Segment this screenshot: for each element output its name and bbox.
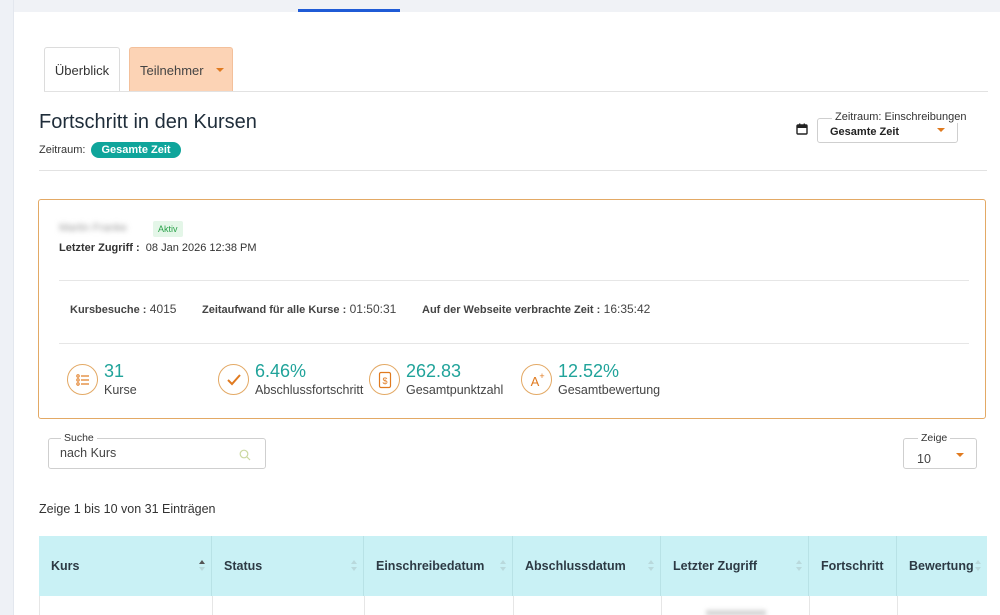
sort-icon <box>796 560 802 571</box>
table-header: Kurs Status Einschreibedatum Abschlussda… <box>39 536 987 596</box>
chevron-down-icon <box>215 68 224 72</box>
grade-a-plus-icon: A + <box>521 364 552 395</box>
column-header-label: Status <box>224 559 263 573</box>
page-size-value: 10 <box>917 452 931 466</box>
metric-total-grade-label: Gesamtbewertung <box>558 383 661 397</box>
last-access: Letzter Zugriff : 08 Jan 2026 12:38 PM <box>59 242 257 254</box>
column-header-course[interactable]: Kurs <box>39 536 212 596</box>
metric-courses-value: 31 <box>104 361 125 381</box>
tab-overview-label: Überblick <box>54 62 110 78</box>
table-cell <box>40 596 213 615</box>
column-header-label: Letzter Zugriff <box>673 559 758 573</box>
metric-courses: 31 Kurse <box>67 360 137 398</box>
tabs-divider <box>44 91 988 92</box>
chevron-down-icon <box>956 453 964 457</box>
course-visits-stat: Kursbesuche : 4015 <box>70 302 176 316</box>
course-visits-value: 4015 <box>149 302 177 316</box>
period-enrollment-select[interactable]: Zeitraum: Einschreibungen Gesamte Zeit <box>817 111 970 143</box>
sort-icon <box>351 560 357 571</box>
tab-participants[interactable]: Teilnehmer <box>129 47 233 92</box>
table-cell <box>213 596 365 615</box>
table-cell <box>898 596 987 615</box>
header-divider <box>39 170 987 171</box>
column-header-grade[interactable]: Bewertung <box>897 536 987 596</box>
card-divider <box>59 280 969 281</box>
website-time-label: Auf der Webseite verbrachte Zeit : <box>422 304 601 316</box>
active-nav-indicator <box>298 9 400 12</box>
course-visits-label: Kursbesuche : <box>70 304 147 316</box>
column-header-completion-date[interactable]: Abschlussdatum <box>513 536 661 596</box>
column-header-status[interactable]: Status <box>212 536 364 596</box>
search-legend: Suche <box>61 432 97 444</box>
checkmark-icon <box>218 364 249 395</box>
period-select-value: Gesamte Zeit <box>830 126 900 138</box>
course-time-label: Zeitaufwand für alle Kurse : <box>202 304 347 316</box>
metric-total-score-value: 262.83 <box>406 361 462 381</box>
search-icon[interactable] <box>239 449 251 461</box>
calendar-icon[interactable] <box>796 123 808 135</box>
table-cell <box>662 596 810 615</box>
column-header-enrollment-date[interactable]: Einschreibedatum <box>364 536 513 596</box>
period-badge: Gesamte Zeit <box>91 142 181 158</box>
column-header-label: Abschlussdatum <box>525 559 626 573</box>
sort-icon <box>648 560 654 571</box>
status-badge: Aktiv <box>153 221 183 237</box>
metric-total-grade: A + 12.52% Gesamtbewertung <box>521 360 660 398</box>
score-document-icon: $ <box>369 364 400 395</box>
sort-icon <box>975 560 981 571</box>
metric-total-grade-value: 12.52% <box>558 361 620 381</box>
svg-text:+: + <box>539 371 544 381</box>
tab-participants-label: Teilnehmer <box>140 62 204 78</box>
website-time-stat: Auf der Webseite verbrachte Zeit : 16:35… <box>422 302 650 316</box>
page-size-legend: Zeige <box>918 432 951 444</box>
metric-completion: 6.46% Abschlussfortschritt <box>218 360 363 398</box>
truncated-row-text <box>706 610 766 615</box>
view-tabs: Überblick Teilnehmer <box>44 47 242 92</box>
period-summary-label: Zeitraum: <box>39 144 86 156</box>
metric-completion-value: 6.46% <box>255 361 307 381</box>
website-time-value: 16:35:42 <box>603 302 651 316</box>
column-header-label: Kurs <box>51 559 80 573</box>
metric-total-score: $ 262.83 Gesamtpunktzahl <box>369 360 503 398</box>
sort-ascending-icon <box>199 560 205 571</box>
column-header-label: Bewertung <box>909 559 974 573</box>
left-sidebar-rail <box>0 0 14 615</box>
table-row <box>39 596 987 615</box>
entries-info: Zeige 1 bis 10 von 31 Einträgen <box>39 502 216 516</box>
column-header-last-access[interactable]: Letzter Zugriff <box>661 536 809 596</box>
metric-total-score-label: Gesamtpunktzahl <box>406 383 504 397</box>
chevron-down-icon <box>937 128 945 132</box>
page-title: Fortschritt in den Kursen <box>39 111 257 133</box>
user-name: Martin Franke <box>59 222 127 234</box>
column-header-progress[interactable]: Fortschritt <box>809 536 897 596</box>
column-header-label: Einschreibedatum <box>376 559 485 573</box>
course-list-icon <box>67 364 98 395</box>
top-navigation-bar <box>14 0 1000 12</box>
course-search: Suche <box>48 432 266 469</box>
last-access-label: Letzter Zugriff : <box>59 242 140 254</box>
table-cell <box>810 596 898 615</box>
svg-text:A: A <box>530 374 539 389</box>
svg-text:$: $ <box>382 376 387 386</box>
search-input[interactable] <box>60 446 230 460</box>
sort-icon <box>500 560 506 571</box>
table-cell <box>514 596 662 615</box>
card-divider <box>59 343 969 344</box>
course-time-value: 01:50:31 <box>349 302 397 316</box>
period-summary: Zeitraum: Gesamte Zeit <box>39 142 181 158</box>
tab-overview[interactable]: Überblick <box>44 47 120 92</box>
page-size-select[interactable]: Zeige 10 <box>903 432 977 469</box>
course-time-stat: Zeitaufwand für alle Kurse : 01:50:31 <box>202 302 396 316</box>
last-access-value: 08 Jan 2026 12:38 PM <box>145 242 257 254</box>
metric-courses-label: Kurse <box>104 383 137 397</box>
table-cell <box>365 596 514 615</box>
period-select-legend: Zeitraum: Einschreibungen <box>832 111 970 123</box>
column-header-label: Fortschritt <box>821 559 884 573</box>
user-progress-card: Martin Franke Aktiv Letzter Zugriff : 08… <box>38 199 986 419</box>
metric-completion-label: Abschlussfortschritt <box>255 383 364 397</box>
